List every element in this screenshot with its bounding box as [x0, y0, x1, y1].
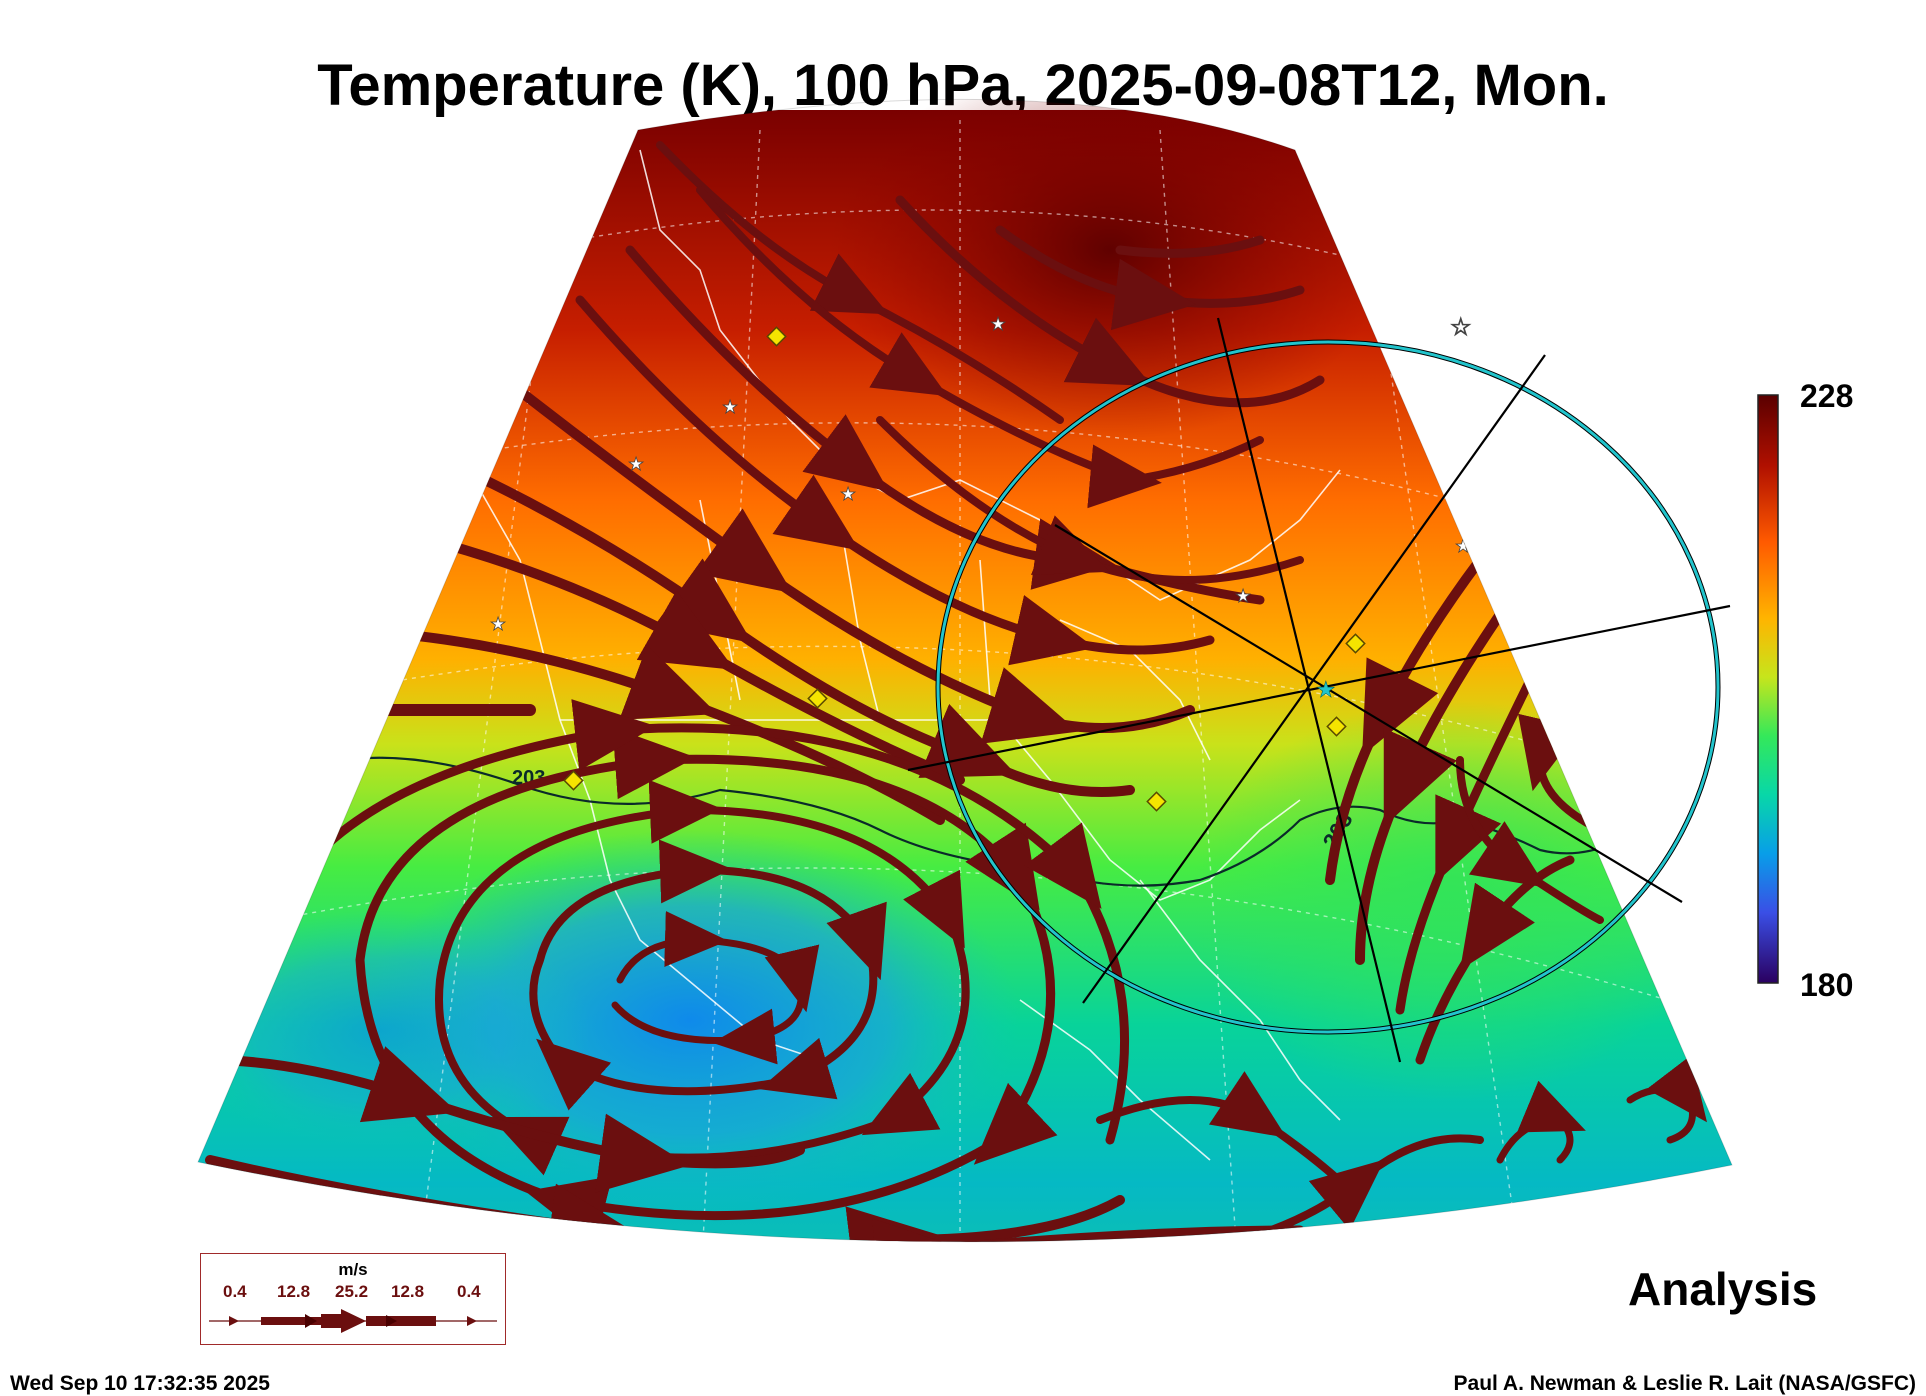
station-diamond — [1326, 716, 1347, 737]
star-icon: ☆ — [1450, 314, 1472, 341]
station-diamond — [1146, 791, 1167, 812]
station-markers: ★ ★ ★ ★ ★ ★ ★ — [490, 314, 1472, 812]
timestamp: Wed Sep 10 17:32:35 2025 — [10, 1372, 270, 1395]
colorbar-max-label: 228 — [1800, 378, 1854, 414]
colorbar — [1757, 394, 1779, 984]
center-star-icon: ★ — [1316, 677, 1336, 702]
star-icon: ★ — [840, 484, 856, 504]
star-icon: ★ — [1235, 586, 1251, 606]
legend-value: 0.4 — [223, 1282, 247, 1301]
station-diamond — [807, 688, 828, 709]
legend-value: 25.2 — [335, 1282, 369, 1301]
legend-arrows — [209, 1309, 497, 1333]
star-icon: ★ — [628, 454, 644, 474]
credit: Paul A. Newman & Leslie R. Lait (NASA/GS… — [1453, 1372, 1916, 1395]
station-diamond — [563, 770, 584, 791]
star-icon: ★ — [722, 397, 738, 417]
legend-value: 0.4 — [457, 1282, 481, 1301]
star-icon: ★ — [990, 314, 1006, 334]
range-ring-overlay: ★ — [907, 317, 1731, 1063]
legend-value: 12.8 — [391, 1282, 425, 1301]
station-diamond — [1345, 633, 1366, 654]
analysis-label: Analysis — [1628, 1263, 1818, 1315]
range-ring-cyan — [936, 340, 1720, 1034]
star-icon: ★ — [490, 614, 506, 634]
radial-lines — [907, 317, 1731, 1063]
colorbar-min-label: 180 — [1800, 967, 1854, 1003]
wind-speed-legend: m/s 0.4 12.8 25.2 12.8 0.4 — [200, 1253, 506, 1345]
station-diamond — [766, 326, 787, 347]
legend-unit: m/s — [338, 1260, 368, 1279]
wind-streamlines — [205, 141, 1707, 1242]
temperature-field: 203 203 — [198, 99, 1732, 1242]
legend-value: 12.8 — [277, 1282, 311, 1301]
station-stars: ★ ★ ★ ★ ★ ★ ★ — [490, 314, 1472, 635]
